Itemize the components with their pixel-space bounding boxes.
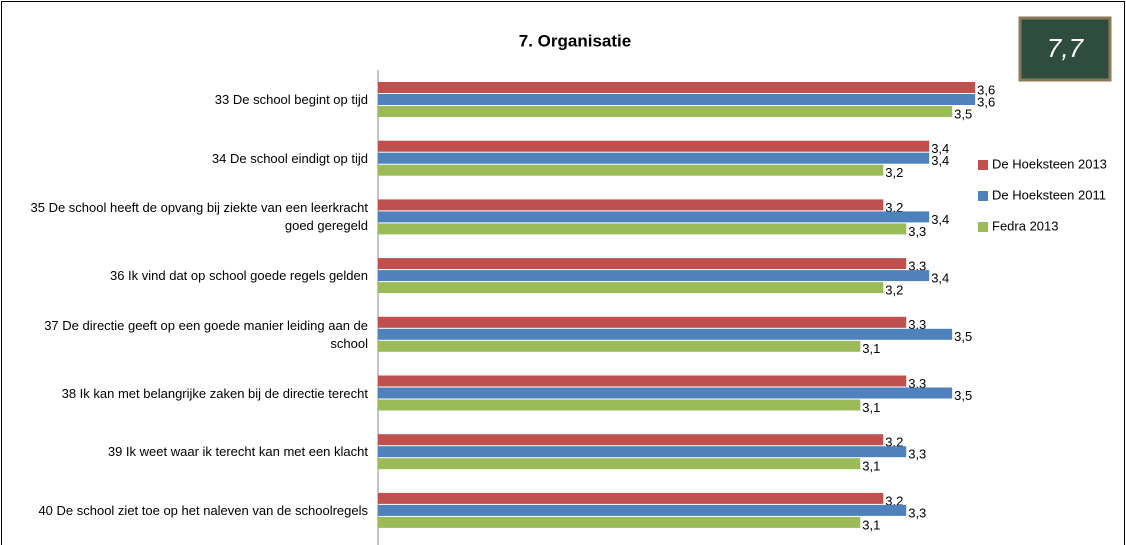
value-label: 3,4	[931, 153, 949, 168]
bar	[378, 434, 883, 445]
value-label: 3,4	[931, 271, 949, 286]
bar	[378, 388, 952, 399]
chart-container: 7. Organisatie 7,7 3,63,63,53,43,43,23,2…	[0, 0, 1126, 545]
category-label: 39 Ik weet waar ik terecht kan met een k…	[28, 443, 368, 461]
value-label: 3,4	[931, 212, 949, 227]
bar	[378, 106, 952, 117]
value-label: 3,5	[954, 106, 972, 121]
bar	[378, 446, 906, 457]
bar	[378, 211, 929, 222]
bar	[378, 258, 906, 269]
category-label: 34 De school eindigt op tijd	[28, 150, 368, 168]
bar	[378, 165, 883, 176]
bar	[378, 94, 975, 105]
legend-swatch	[978, 222, 988, 232]
value-label: 3,1	[862, 400, 880, 415]
category-label: 35 De school heeft de opvang bij ziekte …	[28, 199, 368, 235]
value-label: 3,1	[862, 517, 880, 532]
bar	[378, 517, 860, 528]
bar	[378, 376, 906, 387]
value-label: 3,2	[885, 283, 903, 298]
category-label: 38 Ik kan met belangrijke zaken bij de d…	[28, 385, 368, 403]
bar	[378, 317, 906, 328]
value-label: 3,2	[885, 165, 903, 180]
bar	[378, 141, 929, 152]
chart-title: 7. Organisatie	[519, 31, 631, 50]
bar	[378, 270, 929, 281]
legend-label: Fedra 2013	[992, 218, 1059, 233]
category-label: 37 De directie geeft op een goede manier…	[28, 317, 368, 353]
legend-swatch	[978, 191, 988, 201]
category-label: 36 Ik vind dat op school goede regels ge…	[28, 267, 368, 285]
value-label: 3,1	[862, 459, 880, 474]
bar	[378, 199, 883, 210]
value-label: 3,3	[908, 224, 926, 239]
legend-label: De Hoeksteen 2011	[992, 187, 1106, 202]
value-label: 3,3	[908, 447, 926, 462]
bar	[378, 223, 906, 234]
legend-swatch	[978, 160, 988, 170]
bar	[378, 458, 860, 469]
value-label: 3,3	[908, 505, 926, 520]
category-label: 33 De school begint op tijd	[28, 91, 368, 109]
bar	[378, 329, 952, 340]
category-label: 40 De school ziet toe op het naleven van…	[28, 502, 368, 520]
bar	[378, 505, 906, 516]
bar	[378, 341, 860, 352]
value-label: 3,5	[954, 388, 972, 403]
bar	[378, 282, 883, 293]
bar	[378, 493, 883, 504]
bar	[378, 82, 975, 93]
value-label: 3,6	[977, 94, 995, 109]
badge: 7,7	[1047, 33, 1085, 63]
value-label: 3,5	[954, 329, 972, 344]
value-label: 3,1	[862, 341, 880, 356]
bar	[378, 153, 929, 164]
bar	[378, 400, 860, 411]
legend-label: De Hoeksteen 2013	[992, 156, 1107, 171]
